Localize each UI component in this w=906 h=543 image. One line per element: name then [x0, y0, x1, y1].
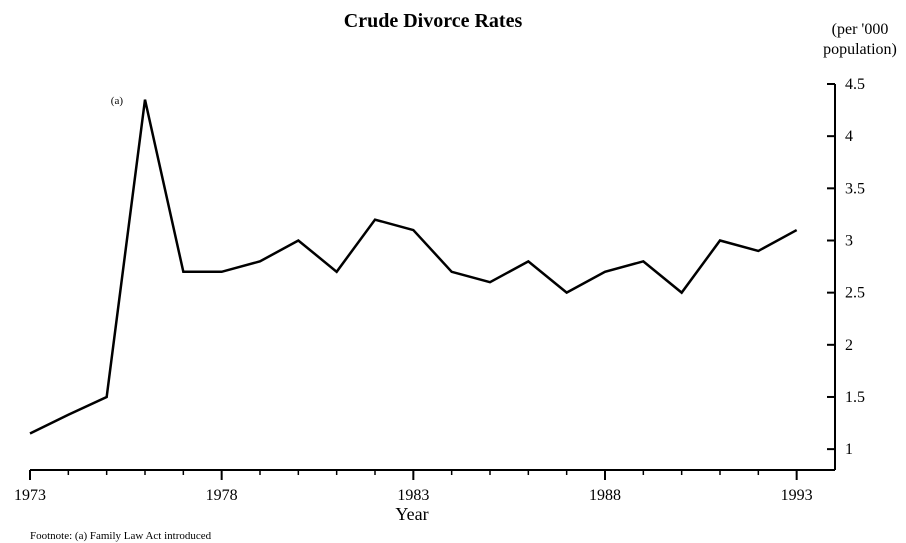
x-tick-label: 1978	[206, 487, 238, 504]
y-tick-label: 3	[845, 232, 853, 249]
y-tick-label: 4.5	[845, 76, 865, 93]
data-line	[29, 99, 798, 435]
y-tick-label: 1	[845, 441, 853, 458]
y-tick-label: 2	[845, 337, 853, 354]
y-axis-label: population)	[823, 41, 897, 58]
chart-title: Crude Divorce Rates	[344, 10, 523, 32]
y-axis-label: (per '000	[832, 21, 889, 38]
x-axis-label: Year	[395, 504, 428, 524]
y-tick-label: 2.5	[845, 285, 865, 302]
y-tick-label: 1.5	[845, 389, 865, 406]
x-tick-label: 1983	[397, 487, 429, 504]
y-tick-label: 4	[845, 128, 853, 145]
x-tick-label: 1988	[589, 487, 621, 504]
annotation: (a)	[111, 95, 124, 107]
x-tick-label: 1973	[14, 487, 46, 504]
x-tick-label: 1993	[781, 487, 813, 504]
y-tick-label: 3.5	[845, 180, 865, 197]
footnote: Footnote: (a) Family Law Act introduced	[30, 530, 212, 542]
